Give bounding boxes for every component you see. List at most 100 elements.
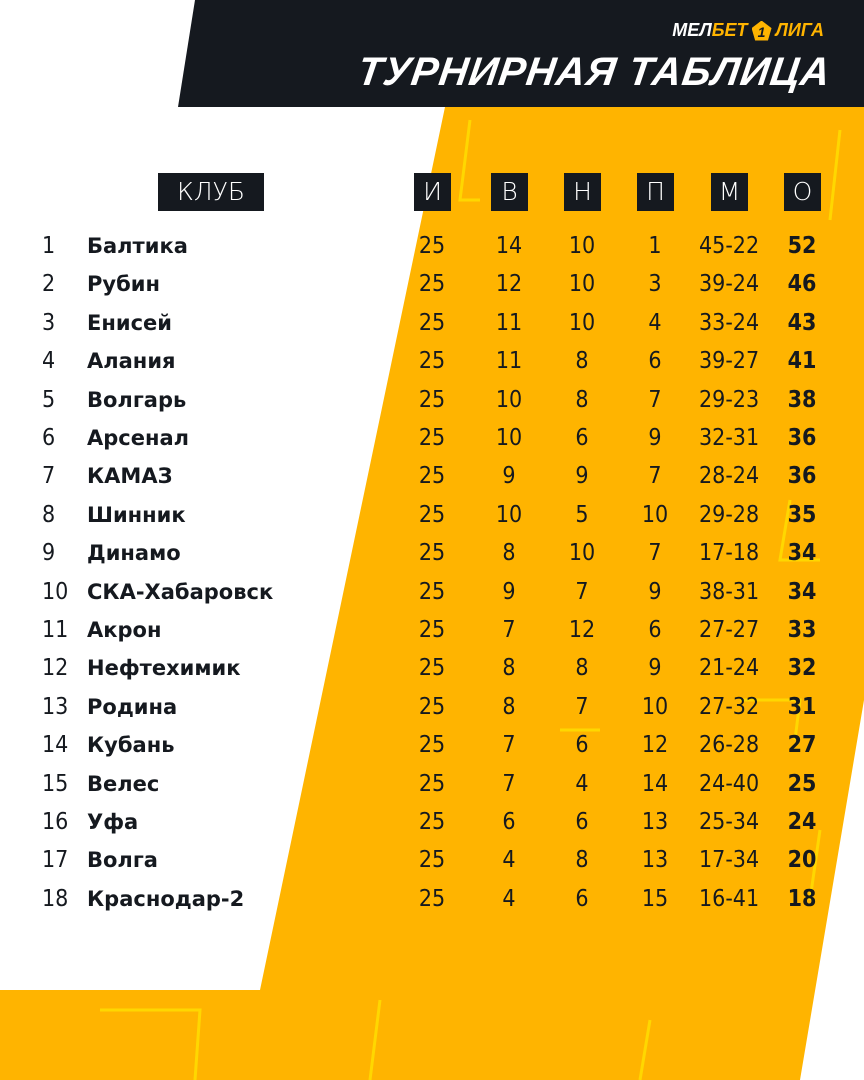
cell-pos: 3	[42, 309, 56, 336]
cell-l: 10	[641, 501, 669, 528]
cell-g: 45-22	[699, 233, 760, 259]
cell-p: 25	[418, 501, 446, 528]
cell-g: 24-40	[699, 770, 760, 797]
cell-w: 11	[495, 309, 523, 336]
cell-club: Кубань	[87, 733, 175, 758]
cell-club: Алания	[87, 349, 176, 374]
table-row: 2 Рубин 25 12 10 3 39-24 46	[0, 265, 864, 303]
cell-w: 7	[502, 617, 516, 643]
table-row: 4 Алания 25 11 8 6 39-27 41	[0, 342, 864, 380]
table-row: 9 Динамо 25 8 10 7 17-18 34	[0, 534, 864, 572]
cell-l: 14	[641, 770, 669, 797]
cell-pts: 52	[787, 233, 817, 259]
table-row: 11 Акрон 25 7 12 6 27-27 33	[0, 611, 864, 649]
header-band	[178, 0, 864, 107]
cell-d: 8	[575, 348, 589, 375]
cell-g: 38-31	[699, 578, 760, 605]
cell-pos: 18	[42, 885, 69, 912]
cell-g: 27-32	[699, 693, 760, 720]
cell-pts: 38	[787, 386, 817, 413]
cell-g: 33-24	[699, 309, 760, 336]
cell-w: 10	[495, 501, 523, 528]
table-row: 14 Кубань 25 7 6 12 26-28 27	[0, 726, 864, 764]
cell-w: 4	[502, 847, 516, 874]
cell-p: 25	[418, 578, 446, 605]
cell-d: 6	[575, 809, 589, 835]
cell-pts: 36	[787, 463, 817, 490]
cell-club: Арсенал	[87, 426, 190, 450]
cell-w: 9	[502, 463, 516, 490]
header-played: И	[414, 173, 451, 211]
cell-pts: 43	[787, 309, 817, 336]
cell-d: 10	[568, 271, 596, 298]
header-club: КЛУБ	[158, 173, 264, 211]
cell-club: Краснодар-2	[87, 886, 245, 911]
cell-pos: 13	[42, 693, 69, 720]
cell-d: 8	[575, 655, 589, 682]
cell-p: 25	[418, 770, 446, 797]
table-row: 7 КАМАЗ 25 9 9 7 28-24 36	[0, 457, 864, 495]
cell-g: 29-23	[699, 386, 760, 413]
cell-club: Нефтехимик	[87, 656, 241, 681]
cell-pos: 8	[42, 501, 56, 528]
cell-l: 9	[648, 655, 662, 682]
cell-l: 7	[648, 463, 662, 490]
cell-club: Рубин	[87, 272, 160, 297]
cell-pos: 12	[42, 655, 69, 682]
cell-l: 1	[648, 233, 662, 259]
cell-d: 10	[568, 540, 596, 567]
cell-pts: 18	[787, 885, 817, 912]
cell-p: 25	[418, 885, 446, 912]
cell-d: 4	[575, 770, 589, 797]
cell-w: 7	[502, 732, 516, 759]
cell-pos: 1	[42, 233, 56, 259]
logo-text-mel: МЕЛ	[672, 20, 712, 40]
cell-pts: 24	[787, 809, 817, 835]
cell-pos: 17	[42, 847, 69, 874]
cell-pts: 31	[787, 693, 817, 720]
header-points: О	[784, 173, 821, 211]
cell-p: 25	[418, 386, 446, 413]
table-row: 18 Краснодар-2 25 4 6 15 16-41 18	[0, 880, 864, 918]
cell-pos: 9	[42, 540, 56, 567]
table-row: 13 Родина 25 8 7 10 27-32 31	[0, 688, 864, 726]
cell-pts: 34	[787, 578, 817, 605]
cell-p: 25	[418, 732, 446, 759]
cell-g: 17-34	[699, 847, 760, 874]
table-row: 17 Волга 25 4 8 13 17-34 20	[0, 841, 864, 879]
cell-d: 8	[575, 847, 589, 874]
cell-p: 25	[418, 463, 446, 490]
cell-p: 25	[418, 309, 446, 336]
cell-g: 21-24	[699, 655, 760, 682]
cell-p: 25	[418, 809, 446, 835]
header-won: В	[491, 173, 528, 211]
cell-club: Уфа	[87, 810, 139, 834]
header-lost: П	[637, 173, 674, 211]
cell-pts: 46	[787, 271, 817, 298]
cell-g: 29-28	[699, 501, 760, 528]
table-row: 15 Велес 25 7 4 14 24-40 25	[0, 765, 864, 803]
cell-d: 7	[575, 578, 589, 605]
cell-d: 7	[575, 693, 589, 720]
cell-pos: 15	[42, 770, 69, 797]
cell-p: 25	[418, 617, 446, 643]
cell-l: 6	[648, 617, 662, 643]
cell-pts: 20	[787, 847, 817, 874]
cell-pts: 33	[787, 617, 817, 643]
table-row: 1 Балтика 25 14 10 1 45-22 52	[0, 227, 864, 265]
cell-pts: 41	[787, 348, 817, 375]
table-row: 10 СКА-Хабаровск 25 9 7 9 38-31 34	[0, 573, 864, 611]
cell-w: 8	[502, 655, 516, 682]
cell-club: КАМАЗ	[87, 464, 173, 489]
cell-club: Волга	[87, 848, 158, 873]
cell-p: 25	[418, 233, 446, 259]
cell-w: 12	[495, 271, 523, 298]
cell-w: 6	[502, 809, 516, 835]
cell-club: Волгарь	[87, 387, 187, 412]
cell-d: 6	[575, 885, 589, 912]
cell-d: 6	[575, 425, 589, 451]
cell-w: 8	[502, 540, 516, 567]
cell-p: 25	[418, 655, 446, 682]
cell-l: 10	[641, 693, 669, 720]
